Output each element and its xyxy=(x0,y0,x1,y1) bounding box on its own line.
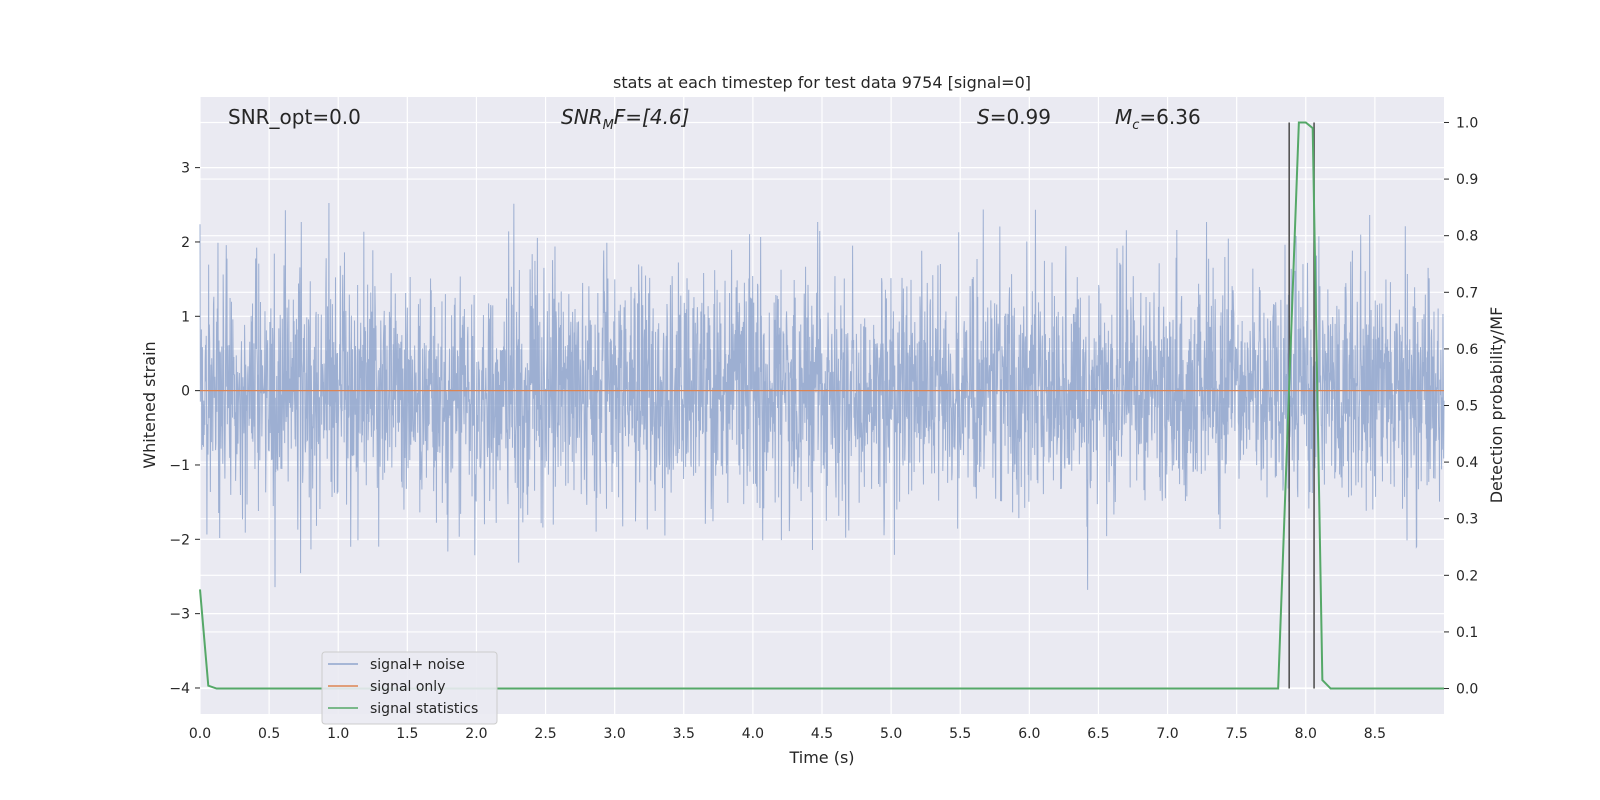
x-tick-label: 2.0 xyxy=(465,726,487,742)
x-tick-label: 4.5 xyxy=(811,726,833,742)
right-y-tick-label: 0.3 xyxy=(1456,512,1478,528)
signal-statistics-line xyxy=(199,121,1444,690)
x-tick-label: 6.0 xyxy=(1018,726,1040,742)
x-tick-label: 1.0 xyxy=(327,726,349,742)
left-y-tick-label: −1 xyxy=(169,458,190,474)
right-y-tick-label: 1.0 xyxy=(1456,115,1478,131)
right-y-tick-label: 0.1 xyxy=(1456,625,1478,641)
right-y-tick-label: 0.7 xyxy=(1456,285,1478,301)
chart-title: stats at each timestep for test data 975… xyxy=(613,73,1031,92)
right-y-tick-label: 0.4 xyxy=(1456,455,1478,471)
annotation-s: S=0.99 xyxy=(977,105,1051,129)
x-tick-label: 7.5 xyxy=(1226,726,1248,742)
x-tick-label: 0.5 xyxy=(258,726,280,742)
x-tick-label: 7.0 xyxy=(1156,726,1178,742)
left-y-tick-labels: −4 −3 −2 −1 0 1 2 3 xyxy=(169,161,200,697)
legend: signal+ noise signal only signal statist… xyxy=(321,651,498,725)
x-tick-label: 5.5 xyxy=(949,726,971,742)
annotation-snr-mf: SNRMF=[4.6] xyxy=(561,105,689,133)
x-tick-labels: 0.0 0.5 1.0 1.5 2.0 2.5 3.0 3.5 4.0 4.5 5.0 5.5 6.0 6… xyxy=(189,726,1386,742)
x-tick-label: 2.5 xyxy=(534,726,556,742)
annotation-snr-opt: SNR_opt=0.0 xyxy=(228,105,361,129)
x-tick-label: 6.5 xyxy=(1087,726,1109,742)
x-axis-label: Time (s) xyxy=(788,748,854,767)
legend-label-signal-only: signal only xyxy=(370,679,445,695)
x-tick-label: 1.5 xyxy=(396,726,418,742)
x-tick-label: 8.5 xyxy=(1364,726,1386,742)
left-y-tick-label: −3 xyxy=(169,607,190,623)
left-y-tick-label: 2 xyxy=(181,235,190,251)
left-y-tick-label: 0 xyxy=(181,384,190,400)
left-y-tick-label: 1 xyxy=(181,309,190,325)
left-y-axis-label: Whitened strain xyxy=(140,341,159,468)
right-y-tick-label: 0.9 xyxy=(1456,172,1478,188)
x-tick-label: 8.0 xyxy=(1295,726,1317,742)
right-y-tick-label: 0.6 xyxy=(1456,342,1478,358)
x-tick-label: 4.0 xyxy=(742,726,764,742)
legend-box xyxy=(321,651,498,725)
signal-statistics-series xyxy=(199,121,1444,690)
right-y-tick-label: 0.0 xyxy=(1456,682,1478,698)
signal-noise-line xyxy=(199,203,1445,590)
right-y-tick-label: 0.8 xyxy=(1456,229,1478,245)
right-y-tick-label: 0.5 xyxy=(1456,399,1478,415)
left-y-tick-label: −4 xyxy=(169,681,190,697)
x-tick-label: 3.5 xyxy=(673,726,695,742)
legend-label-signal-noise: signal+ noise xyxy=(370,657,465,673)
right-y-axis-label: Detection probability/MF xyxy=(1487,307,1506,504)
left-y-tick-label: −2 xyxy=(169,532,190,548)
left-y-tick-label: 3 xyxy=(181,161,190,177)
x-tick-label: 0.0 xyxy=(189,726,211,742)
x-tick-label: 3.0 xyxy=(604,726,626,742)
x-tick-label: 5.0 xyxy=(880,726,902,742)
legend-label-signal-statistics: signal statistics xyxy=(370,701,478,717)
right-y-tick-label: 0.2 xyxy=(1456,568,1478,584)
annotation-mc: Mc=6.36 xyxy=(1115,105,1201,133)
signal-noise-series xyxy=(199,203,1445,590)
right-y-tick-labels: 0.0 0.1 0.2 0.3 0.4 0.5 0.6 0.7 0.8 0.9 1.0 xyxy=(1444,115,1478,698)
